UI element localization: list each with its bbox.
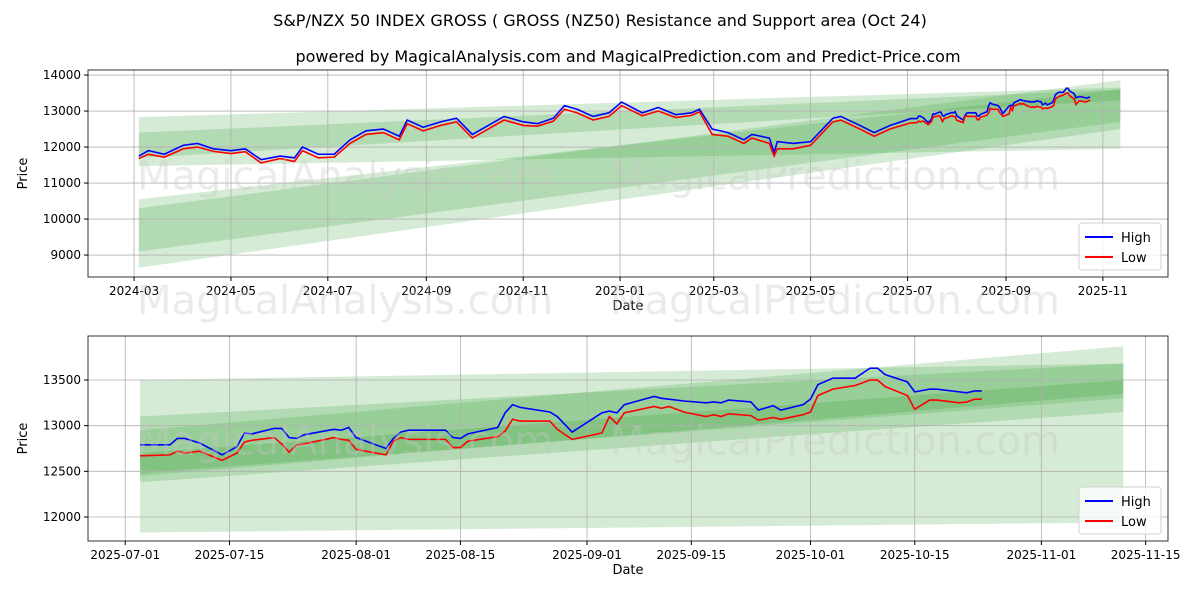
bottom-chart: 2025-07-01 2025-07-15 2025-08-01 2025-08-15…	[16, 335, 1181, 578]
y-tick-label: 12000	[43, 140, 81, 154]
x-tick-label: 2024-09	[401, 284, 451, 298]
band-area	[140, 363, 1124, 474]
chart-subtitle: powered by MagicalAnalysis.com and Magic…	[295, 47, 960, 66]
x-tick-label: 2025-07	[882, 284, 932, 298]
axes-frame	[87, 69, 1169, 278]
x-tick-label: 2025-11-01	[1007, 548, 1077, 562]
legend-label-low: Low	[1121, 515, 1147, 530]
low-line	[138, 92, 1091, 164]
axes-frame	[87, 335, 1169, 542]
y-axis-label: Price	[16, 158, 31, 190]
low-line	[140, 379, 982, 462]
y-tick-label: 12500	[43, 464, 81, 478]
y-tick-label: 9000	[50, 248, 81, 262]
x-tick-label: 2025-03	[689, 284, 739, 298]
x-tick-label: 2025-07-15	[195, 548, 265, 562]
band-area	[140, 363, 1124, 533]
watermark-right: MagicalPrediction.com	[610, 419, 1060, 465]
x-tick-label: 2025-09-15	[656, 548, 726, 562]
legend-label-high: High	[1121, 231, 1151, 246]
y-axis-label: Price	[16, 423, 31, 455]
legend-label-low: Low	[1121, 251, 1147, 266]
y-tick-label: 13500	[43, 373, 81, 387]
y-tick-label: 13000	[43, 419, 81, 433]
legend: High Low	[1078, 486, 1162, 535]
x-tick-label: 2025-10-15	[880, 548, 950, 562]
x-tick-label: 2025-11	[1078, 284, 1128, 298]
watermark-left: MagicalAnalysis.com	[137, 419, 553, 465]
chart-title: S&P/NZX 50 INDEX GROSS ( GROSS (NZ50) Re…	[273, 11, 927, 30]
x-tick-label: 2025-08-01	[321, 548, 391, 562]
x-tick-label: 2025-09-01	[552, 548, 622, 562]
x-tick-label: 2024-03	[109, 284, 159, 298]
band-area	[140, 380, 1124, 476]
x-tick-label: 2025-01	[595, 284, 645, 298]
watermark-right: MagicalPrediction.com	[610, 154, 1060, 200]
band-area	[138, 80, 1121, 268]
x-tick-label: 2024-07	[303, 284, 353, 298]
y-tick-label: 13000	[43, 104, 81, 118]
y-tick-label: 14000	[43, 68, 81, 82]
x-tick-label: 2025-07-01	[90, 548, 160, 562]
watermark-left: MagicalAnalysis.com	[137, 278, 553, 324]
legend-box	[1078, 222, 1162, 271]
legend: High Low	[1078, 222, 1162, 271]
x-axis-label: Date	[612, 299, 643, 314]
band-area	[138, 87, 1121, 167]
high-line	[138, 87, 1091, 161]
y-tick-label: 11000	[43, 176, 81, 190]
watermark-left: MagicalAnalysis.com	[137, 154, 553, 200]
watermark-right: MagicalPrediction.com	[610, 278, 1060, 324]
x-tick-label: 2024-05	[206, 284, 256, 298]
high-line	[140, 367, 982, 456]
band-area	[138, 89, 1121, 252]
x-tick-label: 2024-11	[498, 284, 548, 298]
top-chart: 2024-03 2024-05 2024-07 2024-09 2024-11 2025-…	[16, 68, 1169, 314]
y-tick-label: 10000	[43, 212, 81, 226]
x-tick-label: 2025-05	[786, 284, 836, 298]
y-tick-label: 12000	[43, 510, 81, 524]
legend-box	[1078, 486, 1162, 535]
x-tick-label: 2025-09	[981, 284, 1031, 298]
band-area	[138, 89, 1121, 158]
x-tick-label: 2025-11-15	[1111, 548, 1181, 562]
legend-label-high: High	[1121, 495, 1151, 510]
x-axis-label: Date	[612, 563, 643, 578]
x-tick-label: 2025-10-01	[776, 548, 846, 562]
x-tick-label: 2025-08-15	[426, 548, 496, 562]
